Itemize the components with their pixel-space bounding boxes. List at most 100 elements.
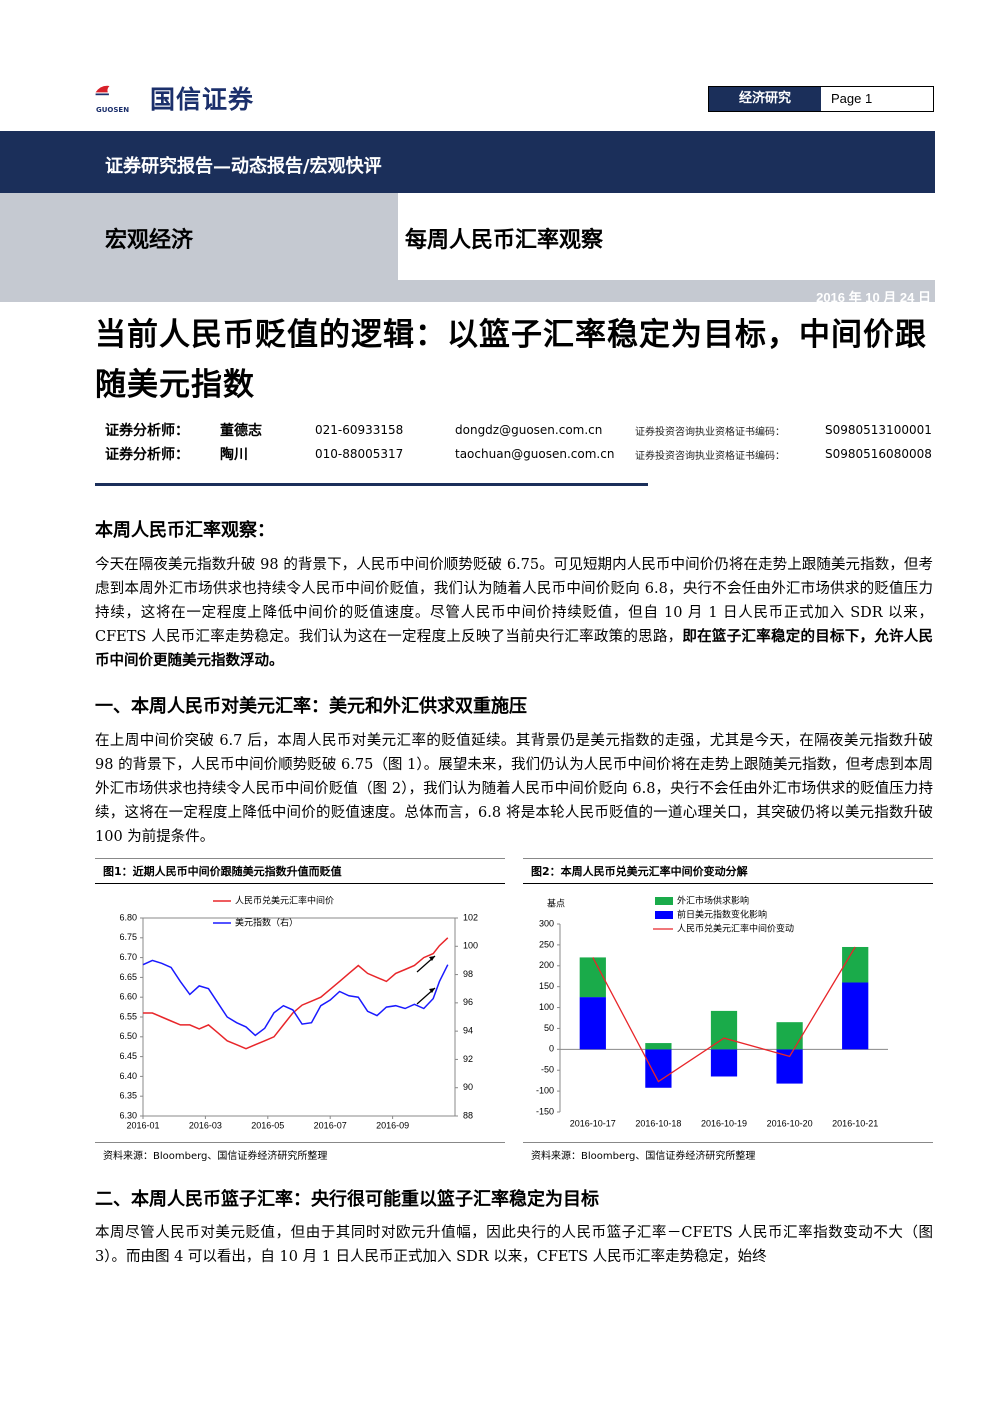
analyst-cell: 010-88005317 — [315, 447, 404, 461]
x-tick-label: 2016-01 — [126, 1120, 159, 1130]
sector-band — [0, 193, 398, 302]
series-line — [142, 959, 449, 1037]
y-tick-label: 0 — [549, 1044, 554, 1054]
figure-caption: 图2：本周人民币兑美元汇率中间价变动分解 — [523, 858, 933, 884]
section-heading: 一、本周人民币对美元汇率：美元和外汇供求双重施压 — [95, 696, 527, 717]
arrow-head — [429, 956, 435, 961]
analyst-cell: 陶川 — [220, 447, 248, 463]
x-tick-label: 2016-05 — [251, 1120, 284, 1130]
analyst-row: 证券分析师： 陶川 010-88005317 taochuan@guosen.com.… — [105, 442, 935, 466]
analyst-cell: 董德志 — [220, 423, 262, 439]
paragraph: 在上周中间价突破 6.7 后，本周人民币对美元汇率的贬值延续。其背景仍是美元指数… — [95, 733, 933, 845]
report-type: 证券研究报告—动态报告/宏观快评 — [105, 156, 382, 177]
legend-label: 人民币兑美元汇率中间价变动 — [677, 922, 794, 933]
paragraph: 今天在隔夜美元指数升破 98 的背景下，人民币中间价顺势贬破 6.75。可见短期… — [95, 553, 933, 673]
y-tick-label: 250 — [539, 939, 554, 949]
analyst-row: 证券分析师： 董德志 021-60933158 dongdz@guosen.com.c… — [105, 418, 935, 442]
series-line — [592, 946, 856, 1083]
series-line — [143, 937, 449, 1050]
paragraph: 本周尽管人民币对美元贬值，但由于其同时对欧元升值幅，因此央行的人民币篮子汇率－C… — [95, 1225, 933, 1265]
x-tick-label: 2016-03 — [189, 1120, 222, 1130]
bar-segment — [842, 982, 869, 1050]
legend-swatch — [655, 897, 673, 905]
y-tick-label: 100 — [539, 1002, 554, 1012]
section-heading: 本周人民币汇率观察： — [95, 520, 275, 541]
analyst-table: 证券分析师： 董德志 021-60933158 dongdz@guosen.com.c… — [105, 418, 935, 466]
y-tick-label: 6.30 — [119, 1110, 137, 1120]
y-tick-label: 6.80 — [119, 912, 137, 922]
analyst-cell: S0980513100001 — [825, 423, 932, 437]
report-title: 当前人民币贬值的逻辑：以篮子汇率稳定为目标，中间价跟随美元指数 — [95, 317, 927, 403]
section-heading: 二、本周人民币篮子汇率：央行很可能重以篮子汇率稳定为目标 — [95, 1189, 599, 1210]
figure: 图1：近期人民币中间价跟随美元指数升值而贬值 6.30 6.35 6.40 6.45 6… — [95, 858, 505, 1163]
chart: 6.30 6.35 6.40 6.45 6.50 6.55 6.60 6.65 6.70 6.75… — [119, 894, 478, 1130]
y2-tick-label: 102 — [463, 912, 478, 922]
plot-frame — [142, 917, 456, 1117]
paragraph-emphasis: 即在篮子汇率稳定的目标下，允许人民币中间价更随美元指数浮动。 — [95, 628, 934, 669]
y-tick-label: -150 — [536, 1106, 554, 1116]
y-tick-label: 6.75 — [119, 932, 137, 942]
y-tick-label: 6.70 — [119, 952, 137, 962]
divider — [95, 483, 648, 486]
legend-label: 外汇市场供求影响 — [677, 894, 749, 905]
bar-segment — [710, 1049, 738, 1077]
y2-tick-label: 96 — [463, 997, 473, 1007]
x-tick-label: 2016-07 — [314, 1120, 347, 1130]
bar-segment — [645, 1043, 672, 1050]
arrow-head — [429, 988, 435, 993]
legend-label: 人民币兑美元汇率中间价 — [235, 894, 334, 905]
bar-segment — [776, 1022, 803, 1050]
bar-segment — [579, 957, 606, 998]
report-type-band: 证券研究报告—动态报告/宏观快评 — [0, 131, 935, 193]
page-number: Page 1 — [831, 91, 873, 106]
y-axis-label: 基点 — [547, 897, 565, 908]
paragraph-text: 今天在隔夜美元指数升破 98 的背景下，人民币中间价顺势贬破 6.75。可见短期… — [95, 557, 933, 645]
analyst-cell: 证券分析师： — [105, 447, 189, 463]
x-tick-label: 2016-10-21 — [832, 1118, 878, 1128]
analyst-cell: dongdz@guosen.com.cn — [455, 423, 603, 437]
y-tick-label: 50 — [544, 1023, 554, 1033]
bar-segment — [710, 1010, 738, 1050]
legend-label: 美元指数（右） — [235, 916, 298, 927]
x-tick-label: 2016-09 — [376, 1120, 409, 1130]
analyst-cell: taochuan@guosen.com.cn — [455, 447, 615, 461]
logo-mark — [95, 85, 110, 96]
y-tick-label: -50 — [541, 1065, 554, 1075]
y-tick-label: 6.40 — [119, 1071, 137, 1081]
legend-swatch — [655, 911, 673, 919]
x-tick-label: 2016-10-20 — [767, 1118, 813, 1128]
x-tick-label: 2016-10-17 — [570, 1118, 616, 1128]
bar-segment — [776, 1049, 803, 1084]
sector: 宏观经济 — [105, 227, 194, 253]
date-band — [398, 280, 935, 302]
y-tick-label: 200 — [539, 960, 554, 970]
legend-label: 前日美元指数变化影响 — [677, 908, 767, 919]
page-box: 经济研究 Page 1 — [708, 86, 934, 112]
y2-tick-label: 90 — [463, 1082, 473, 1092]
chart: 基点 -150 -100 -50 0 50 100 150 200 250 300 2016-10-1… — [536, 894, 888, 1128]
bar-segment — [579, 997, 606, 1050]
analyst-cell: 证券分析师： — [105, 423, 189, 439]
y-tick-label: 300 — [539, 918, 554, 928]
y2-tick-label: 98 — [463, 969, 473, 979]
analyst-cell: 证券投资咨询执业资格证书编码： — [635, 450, 785, 462]
y-tick-label: 6.50 — [119, 1031, 137, 1041]
analyst-cell: 021-60933158 — [315, 423, 404, 437]
figure-source: 资料来源：Bloomberg、国信证券经济研究所整理 — [523, 1142, 933, 1162]
x-tick-label: 2016-10-18 — [635, 1118, 681, 1128]
y-tick-label: 6.35 — [119, 1091, 137, 1101]
y2-tick-label: 92 — [463, 1054, 473, 1064]
figure-caption: 图1：近期人民币中间价跟随美元指数升值而贬值 — [95, 858, 505, 884]
figure: 图2：本周人民币兑美元汇率中间价变动分解 基点 -150 -100 -50 0 50 100… — [523, 858, 933, 1163]
y-tick-label: 6.45 — [119, 1051, 137, 1061]
logo-sub: GUOSEN — [96, 106, 130, 114]
y-tick-label: 6.60 — [119, 992, 137, 1002]
figure-source: 资料来源：Bloomberg、国信证券经济研究所整理 — [95, 1142, 505, 1162]
y-tick-label: -100 — [536, 1085, 554, 1095]
y2-tick-label: 94 — [463, 1026, 473, 1036]
y-tick-label: 6.65 — [119, 972, 137, 982]
report-category: 经济研究 — [709, 87, 821, 111]
y-tick-label: 6.55 — [119, 1011, 137, 1021]
analyst-cell: S0980516080008 — [825, 447, 932, 461]
logo-text: 国信证券 — [150, 85, 255, 114]
